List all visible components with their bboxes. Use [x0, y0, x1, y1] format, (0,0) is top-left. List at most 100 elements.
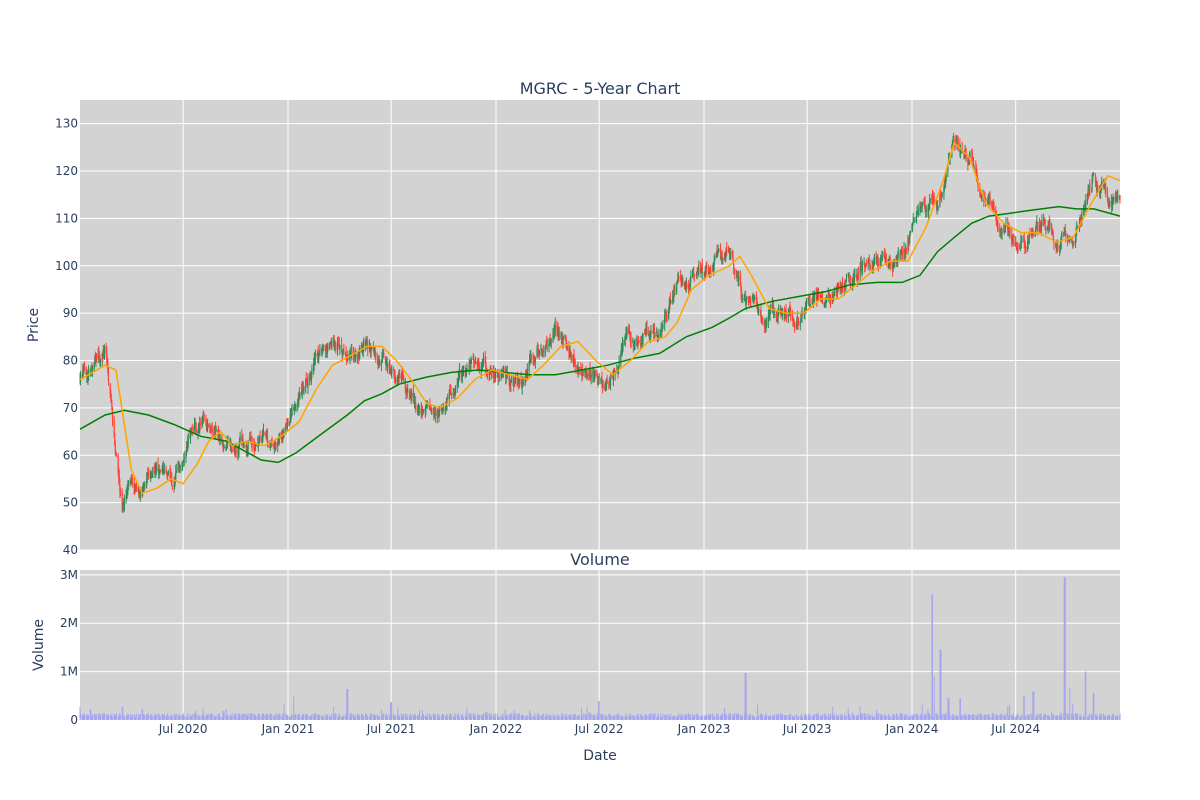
candle-body	[652, 332, 654, 333]
volume-bar	[716, 715, 718, 720]
candle-body	[589, 368, 591, 376]
candle-body	[520, 377, 522, 385]
volume-bar	[804, 716, 806, 720]
volume-bar	[130, 716, 132, 720]
volume-bar	[90, 715, 92, 720]
candle-body	[247, 441, 249, 450]
volume-bar	[131, 714, 133, 720]
volume-bar	[1095, 713, 1097, 720]
candle-body	[130, 479, 132, 484]
candle-body	[1088, 185, 1090, 192]
volume-bar	[274, 715, 276, 720]
candle-body	[911, 224, 914, 227]
volume-bar	[775, 713, 777, 720]
volume-bar	[936, 713, 938, 720]
candle-body	[456, 384, 458, 386]
volume-bar	[536, 716, 538, 720]
volume-bar	[510, 715, 512, 720]
candle-body	[409, 392, 412, 399]
volume-bar	[582, 713, 584, 720]
candle-body	[692, 271, 694, 273]
volume-bar	[353, 713, 355, 720]
candle-body	[740, 286, 742, 293]
volume-bar	[538, 715, 540, 720]
volume-bar	[912, 715, 914, 720]
volume-bar	[761, 715, 763, 720]
candle-body	[98, 352, 100, 358]
candle-body	[261, 437, 263, 441]
volume-bar	[530, 713, 532, 720]
volume-bar	[171, 715, 173, 720]
volume-bar	[620, 715, 622, 720]
volume-bar	[1055, 716, 1057, 720]
volume-bar	[717, 713, 719, 720]
candle-body	[283, 432, 285, 434]
candle-body	[1052, 232, 1054, 234]
volume-bar	[119, 714, 121, 720]
volume-bar	[1105, 716, 1107, 720]
volume-bar	[267, 715, 269, 720]
volume-bar	[943, 713, 945, 720]
candle-body	[848, 274, 850, 278]
candle-body	[470, 358, 473, 360]
candle-body	[115, 452, 117, 455]
candle-body	[364, 340, 367, 345]
volume-bar	[436, 717, 438, 720]
volume-bar	[368, 717, 370, 720]
candle-body	[548, 341, 550, 347]
volume-bar	[542, 714, 544, 720]
candle-body	[823, 302, 825, 307]
volume-bar	[885, 716, 887, 720]
volume-bar	[632, 715, 634, 720]
volume-bar	[656, 716, 658, 720]
volume-bar	[565, 715, 567, 720]
candle-body	[453, 391, 455, 393]
volume-bar	[1109, 714, 1111, 720]
volume-bar	[1084, 716, 1086, 720]
volume-bar	[178, 716, 180, 720]
volume-bar	[765, 714, 767, 720]
candle-body	[113, 420, 115, 438]
volume-bar	[612, 716, 614, 720]
candle-body	[622, 343, 624, 346]
volume-bar	[203, 717, 205, 720]
candle-body	[804, 308, 806, 313]
volume-bar	[349, 717, 351, 720]
volume-bar	[971, 714, 973, 720]
volume-bar	[837, 716, 839, 720]
candle-body	[1055, 243, 1057, 247]
price-chart-title: MGRC - 5-Year Chart	[520, 79, 681, 98]
volume-bar	[266, 714, 268, 720]
volume-bar	[518, 714, 520, 720]
candle-body	[1116, 194, 1118, 197]
volume-bar	[406, 717, 408, 720]
volume-bar	[985, 714, 987, 720]
candle-body	[1058, 251, 1061, 254]
volume-bar	[410, 715, 412, 720]
volume-bar	[865, 717, 867, 720]
volume-bar	[841, 714, 843, 720]
volume-bar	[1112, 714, 1114, 720]
volume-bar	[729, 713, 731, 720]
candle-body	[406, 392, 408, 396]
volume-bar	[792, 716, 794, 720]
candle-body	[514, 377, 516, 384]
candle-body	[590, 374, 592, 378]
candle-body	[593, 374, 595, 377]
candle-body	[664, 315, 666, 325]
volume-bar	[110, 715, 112, 720]
candle-body	[135, 485, 138, 489]
volume-bar	[295, 714, 297, 720]
volume-bar	[198, 715, 200, 720]
candle-body	[867, 260, 869, 264]
volume-bar	[130, 714, 132, 720]
volume-bar	[114, 713, 116, 720]
candle-body	[329, 343, 331, 345]
candle-body	[773, 312, 775, 314]
volume-bar	[928, 713, 930, 720]
candle-body	[650, 331, 652, 335]
candle-body	[185, 445, 188, 451]
volume-bar	[325, 714, 327, 720]
candle-body	[546, 344, 548, 347]
candle-body	[225, 443, 228, 449]
